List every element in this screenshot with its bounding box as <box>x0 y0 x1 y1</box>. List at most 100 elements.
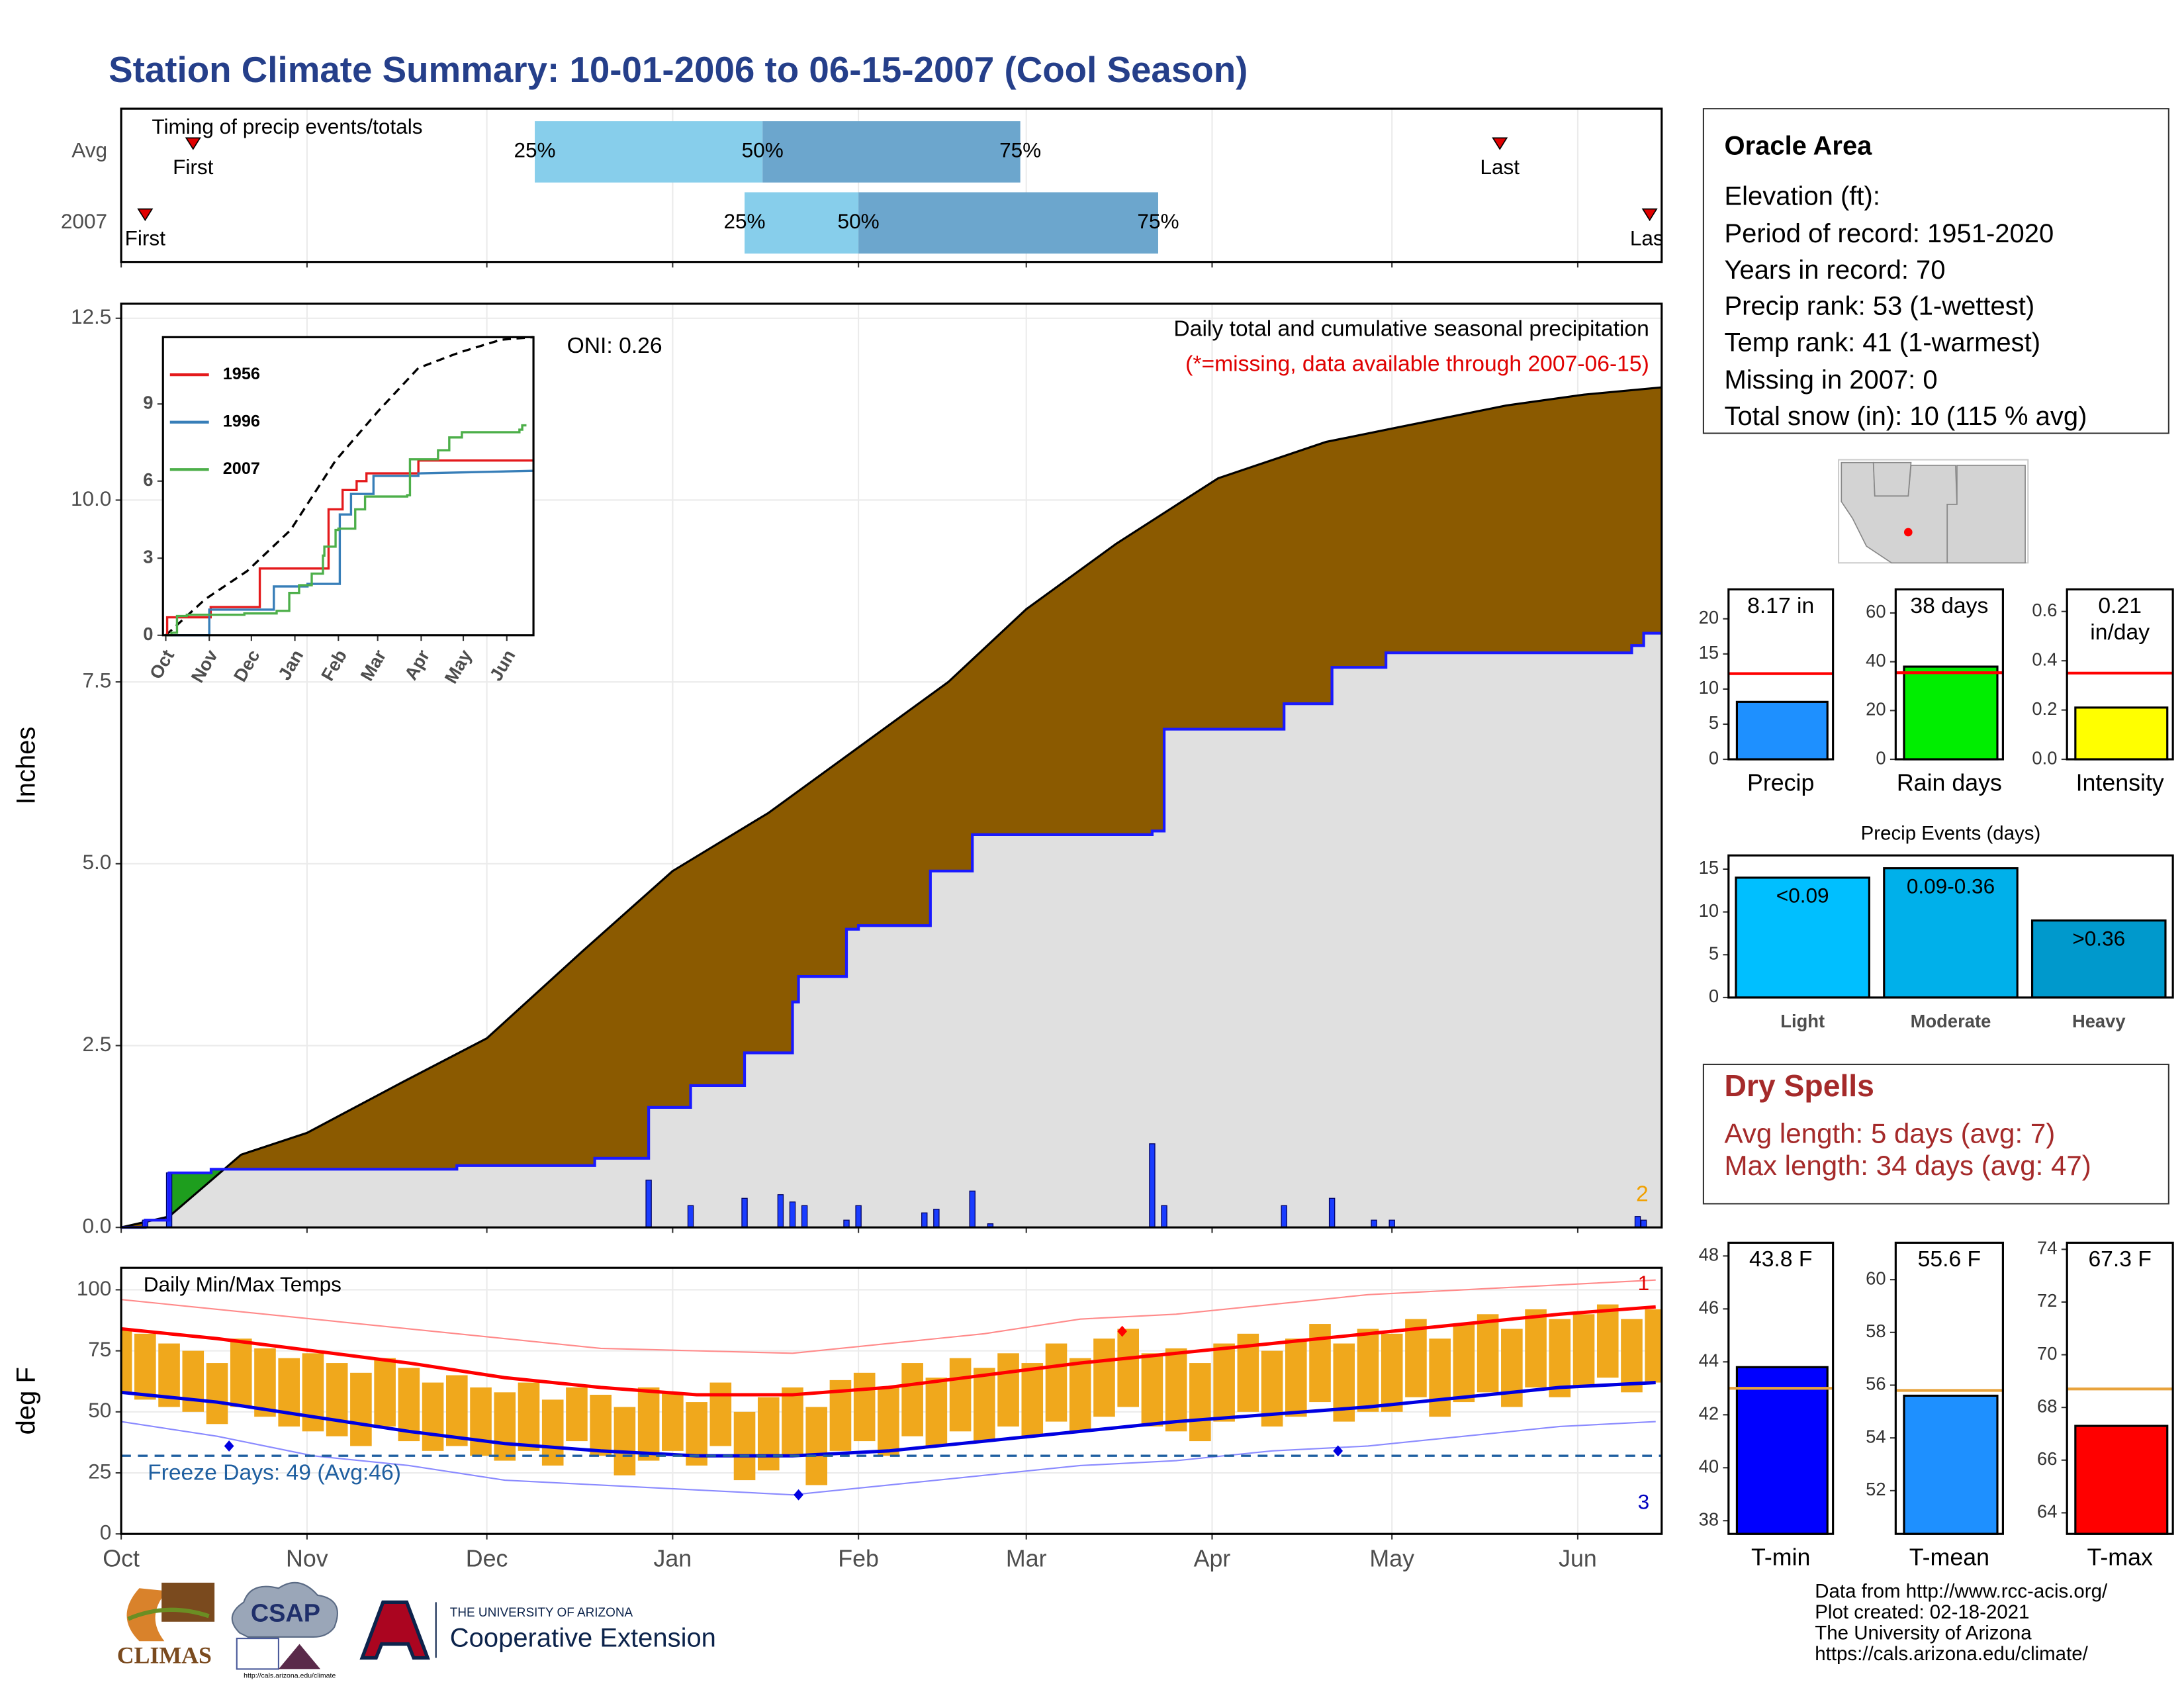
event-label: First <box>173 155 214 179</box>
daily-temp-bar <box>1596 1304 1619 1378</box>
series-line <box>165 424 527 637</box>
summary-frame <box>1894 588 2004 761</box>
summary-frame <box>2066 588 2174 761</box>
daily-temp-bar <box>1429 1338 1451 1417</box>
daily-temp-bar <box>1285 1338 1307 1417</box>
y-tick-label: 0 <box>143 624 153 644</box>
dry-spells-box <box>1702 1063 2169 1205</box>
bin-label: <0.09 <box>1776 884 1829 908</box>
value-label-box: 67.3 F <box>2088 1248 2152 1272</box>
current-area <box>121 633 1662 1228</box>
daily-temp-bar <box>518 1382 540 1451</box>
daily-temp-bar <box>134 1333 156 1400</box>
info-line: Missing in 2007: 0 <box>1724 365 1937 395</box>
daily-temp-bar <box>230 1338 252 1407</box>
daily-temp-bar <box>1357 1329 1379 1412</box>
y-tick-label: 56 <box>1866 1374 1886 1394</box>
quantile-label: 75% <box>1137 209 1179 233</box>
average-outline <box>120 386 1662 1229</box>
x-tick-label: Mar <box>1006 1546 1047 1572</box>
daily-temp-bar <box>1141 1353 1163 1427</box>
daily-temp-bar <box>1117 1329 1139 1407</box>
quantile-label: 25% <box>514 138 555 162</box>
csap-logo: CSAP http://cals.arizona.edu/climate <box>231 1581 338 1680</box>
quartile-bar <box>762 121 1021 183</box>
daily-precip-bar <box>1371 1219 1377 1228</box>
event-bar <box>1735 876 1870 999</box>
logo-text: CLIMAS <box>117 1642 212 1669</box>
x-tick-label: Jun <box>1559 1546 1597 1572</box>
y-tick-label: 52 <box>1866 1479 1886 1499</box>
category-label: Intensity <box>2076 769 2164 796</box>
value-label: 55.6 F <box>1917 1248 1981 1272</box>
x-tick-label: Feb <box>838 1546 879 1572</box>
y-tick-label: 54 <box>1866 1426 1886 1446</box>
y-tick-label: 66 <box>2037 1448 2057 1469</box>
event-label: Last <box>1630 226 1670 250</box>
category-label: Precip <box>1747 769 1814 796</box>
precip-title: Daily total and cumulative seasonal prec… <box>1173 317 1649 342</box>
logo-text: THE UNIVERSITY OF ARIZONA <box>450 1606 633 1620</box>
daily-temp-bar <box>494 1392 516 1461</box>
summary-bar <box>1735 1366 1829 1535</box>
daily-precip-bar <box>777 1194 784 1228</box>
ua-logo: THE UNIVERSITY OF ARIZONA Cooperative Ex… <box>359 1600 716 1660</box>
daily-temp-bar <box>182 1350 205 1412</box>
timing-title: Timing of precip events/totals <box>152 115 422 138</box>
value-label-box: 43.8 F <box>1749 1248 1812 1272</box>
event-label: First <box>125 226 166 250</box>
row-label: Avg <box>71 138 107 162</box>
x-tick-label: Jan <box>654 1546 692 1572</box>
daily-precip-bar <box>1328 1197 1336 1228</box>
events-frame <box>1727 854 2174 999</box>
daily-temp-bar <box>445 1375 468 1446</box>
y-tick-label: 58 <box>1866 1321 1886 1341</box>
x-tick-label: Dec <box>466 1546 508 1572</box>
y-tick-label: 0 <box>1709 986 1719 1006</box>
category-label: T-mean <box>1909 1544 1989 1571</box>
daily-temp-bar <box>709 1382 732 1446</box>
y-tick-label: 7.5 <box>83 668 112 692</box>
daily-precip-bar <box>843 1219 850 1228</box>
map-state <box>1946 465 2026 564</box>
daily-temp-bar <box>1021 1363 1044 1436</box>
daily-precip-bar <box>801 1205 808 1228</box>
value-label-box: 0.21 in/day <box>2090 595 2150 645</box>
normal-max-line <box>121 1305 1656 1397</box>
temp-frame <box>120 1266 1663 1535</box>
dry-spells-title: Dry Spells <box>1724 1068 1874 1103</box>
y-tick-label: 25 <box>88 1459 111 1483</box>
logo-text: Cooperative Extension <box>450 1624 716 1653</box>
daily-temp-bar <box>949 1358 972 1432</box>
current-line <box>121 632 1662 1229</box>
value-label: 8.17 in <box>1747 594 1815 619</box>
quantile-label: 50% <box>838 209 880 233</box>
oni-annotation: ONI: 0.26 <box>567 334 662 358</box>
logo-shape <box>278 1644 321 1669</box>
y-tick-label: 48 <box>1699 1244 1719 1265</box>
daily-temp-bar <box>541 1399 564 1466</box>
y-tick-label: 75 <box>88 1337 111 1361</box>
daily-temp-bar <box>278 1358 300 1427</box>
daily-temp-bar <box>1645 1309 1662 1383</box>
event-marker <box>1492 137 1508 150</box>
y-tick-label: 5.0 <box>83 850 112 874</box>
daily-temp-bar <box>1213 1343 1235 1422</box>
value-label: 67.3 F <box>2088 1248 2152 1272</box>
y-axis-label: Inches <box>12 727 41 805</box>
footer-line: Data from http://www.rcc-acis.org/ <box>1815 1580 2108 1602</box>
daily-temp-bar <box>1453 1324 1475 1403</box>
summary-frame <box>1727 1241 1835 1535</box>
y-tick-label: 72 <box>2037 1290 2057 1311</box>
bin-label: 0.09-0.36 <box>1907 874 1995 898</box>
daily-temp-bar <box>637 1387 660 1461</box>
y-tick-label: 74 <box>2037 1238 2057 1258</box>
legend-label: 2007 <box>223 459 260 478</box>
daily-temp-bar <box>757 1397 780 1471</box>
daily-temp-bar <box>1477 1314 1499 1393</box>
category-label: Heavy <box>2072 1011 2126 1031</box>
category-label: Rain days <box>1897 769 2002 796</box>
dry-spells-line: Max length: 34 days (avg: 47) <box>1724 1150 2091 1181</box>
